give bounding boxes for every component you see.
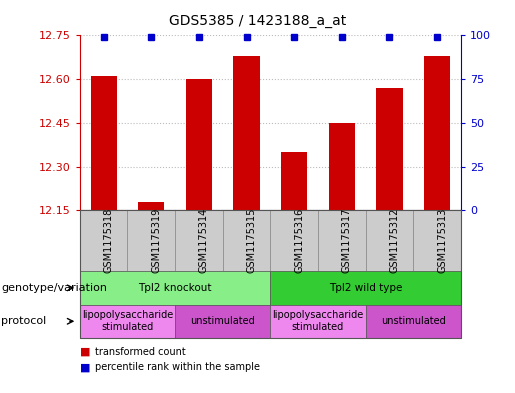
Text: percentile rank within the sample: percentile rank within the sample <box>95 362 260 373</box>
Bar <box>233 56 260 210</box>
Bar <box>424 56 450 210</box>
Text: GSM1175313: GSM1175313 <box>437 208 447 274</box>
Text: GSM1175315: GSM1175315 <box>247 208 256 274</box>
Bar <box>186 79 212 210</box>
Bar <box>376 88 403 210</box>
Text: lipopolysaccharide
stimulated: lipopolysaccharide stimulated <box>272 310 364 332</box>
Text: GSM1175314: GSM1175314 <box>199 208 209 274</box>
Bar <box>91 76 117 210</box>
Bar <box>329 123 355 210</box>
Text: GSM1175316: GSM1175316 <box>294 208 304 274</box>
Text: GSM1175319: GSM1175319 <box>151 208 161 274</box>
Text: protocol: protocol <box>1 316 46 326</box>
Text: transformed count: transformed count <box>95 347 186 357</box>
Text: ■: ■ <box>80 347 90 357</box>
Text: unstimulated: unstimulated <box>191 316 255 326</box>
Bar <box>281 152 307 210</box>
Text: Tpl2 knockout: Tpl2 knockout <box>139 283 212 293</box>
Bar <box>138 202 164 210</box>
Text: lipopolysaccharide
stimulated: lipopolysaccharide stimulated <box>82 310 173 332</box>
Text: GSM1175312: GSM1175312 <box>389 208 400 274</box>
Text: GDS5385 / 1423188_a_at: GDS5385 / 1423188_a_at <box>169 14 346 28</box>
Text: GSM1175317: GSM1175317 <box>342 208 352 274</box>
Text: Tpl2 wild type: Tpl2 wild type <box>329 283 402 293</box>
Text: genotype/variation: genotype/variation <box>1 283 107 293</box>
Text: GSM1175318: GSM1175318 <box>104 208 114 274</box>
Text: ■: ■ <box>80 362 90 373</box>
Text: unstimulated: unstimulated <box>381 316 445 326</box>
